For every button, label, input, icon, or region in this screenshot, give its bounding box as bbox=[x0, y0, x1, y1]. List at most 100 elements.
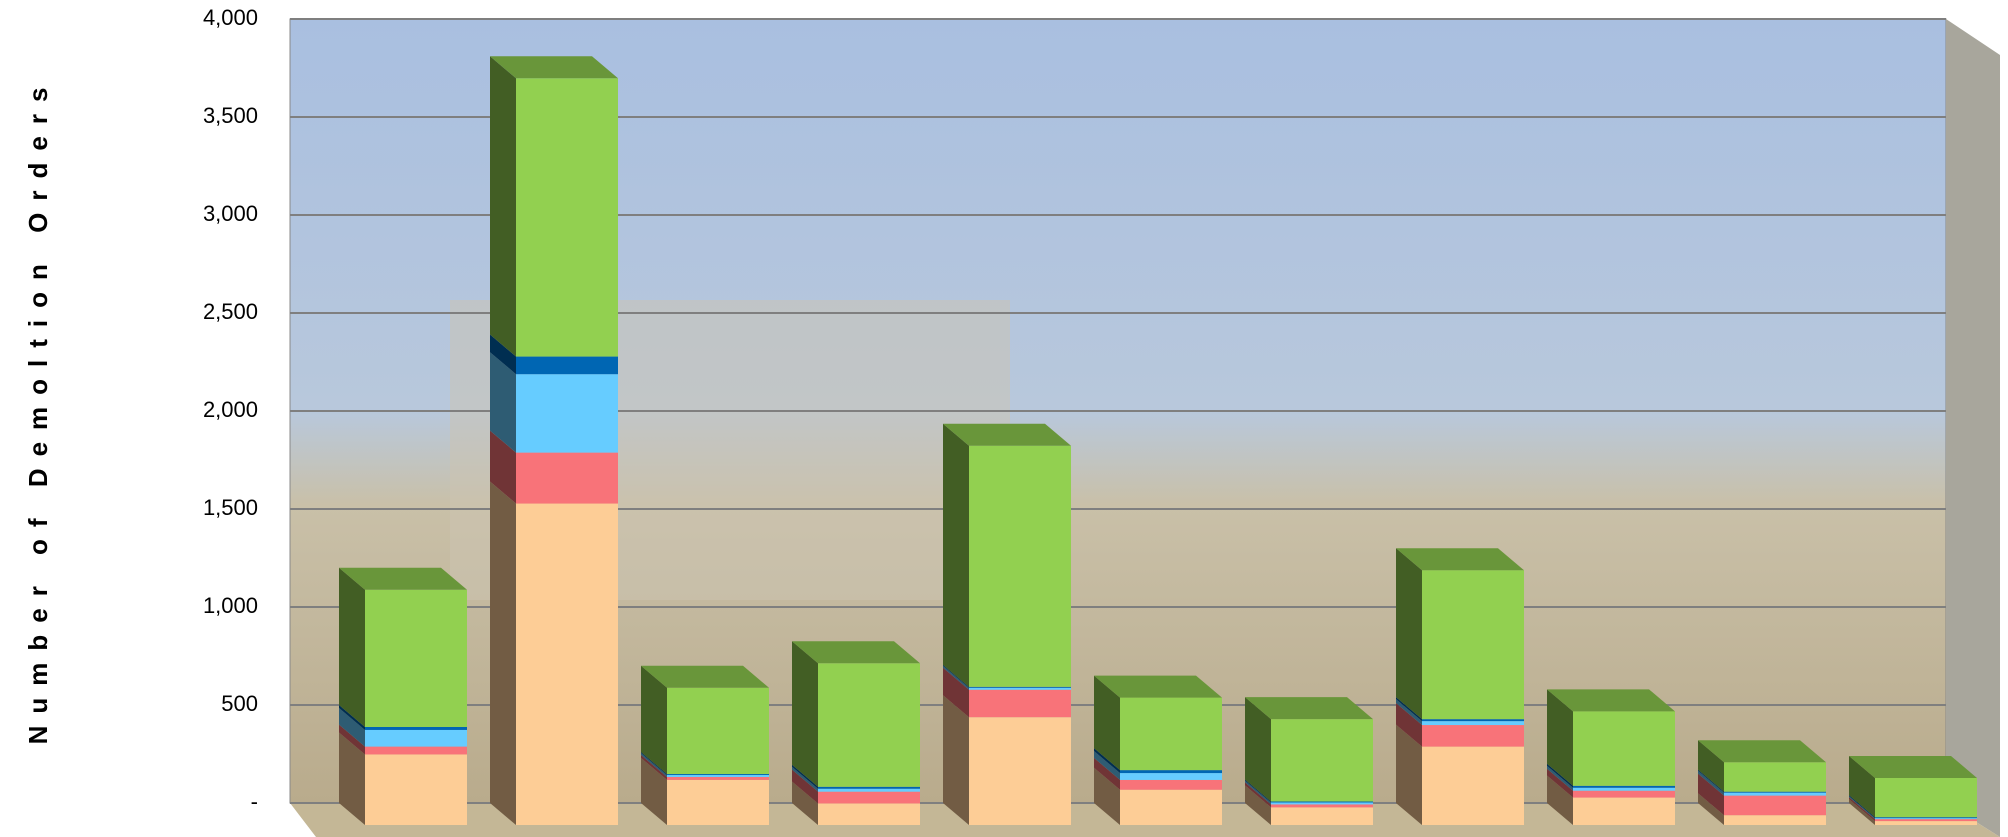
y-tick-label: 3,500 bbox=[203, 103, 258, 128]
bar-side bbox=[792, 641, 818, 787]
bar-side bbox=[641, 753, 667, 777]
bar-side bbox=[1094, 767, 1120, 825]
bar-segment bbox=[1875, 777, 1977, 818]
bar-segment bbox=[1422, 721, 1524, 726]
bar-side bbox=[641, 754, 667, 780]
bar-side bbox=[339, 707, 365, 747]
bar-segment bbox=[1422, 570, 1524, 720]
bar-side bbox=[943, 423, 969, 687]
y-tick-label: - bbox=[251, 789, 258, 814]
bar-segment bbox=[969, 717, 1071, 825]
bar-top bbox=[943, 423, 1071, 446]
bar-segment bbox=[1724, 815, 1826, 825]
bar-side bbox=[1849, 795, 1875, 819]
bar-side bbox=[792, 781, 818, 825]
y-tick-label: 500 bbox=[221, 691, 258, 716]
bar-segment bbox=[516, 356, 618, 375]
bar-segment bbox=[1422, 746, 1524, 825]
bar-side bbox=[1547, 768, 1573, 798]
bar-side bbox=[943, 665, 969, 690]
bar-segment bbox=[1875, 819, 1977, 822]
bar-side bbox=[792, 769, 818, 804]
bar-side bbox=[792, 766, 818, 792]
y-axis-title: Number of Demoltion Orders bbox=[23, 76, 53, 745]
bar-segment bbox=[365, 754, 467, 825]
y-tick-label: 3,000 bbox=[203, 201, 258, 226]
bar-side bbox=[641, 757, 667, 825]
bar-segment bbox=[1271, 802, 1373, 805]
bar-side bbox=[943, 667, 969, 718]
bar-segment bbox=[1573, 711, 1675, 786]
bar-top bbox=[1547, 689, 1675, 712]
bar-segment bbox=[365, 589, 467, 727]
bar-top bbox=[1245, 697, 1373, 720]
bar-side bbox=[1094, 748, 1120, 774]
bar-side bbox=[1094, 675, 1120, 771]
bar-side bbox=[641, 665, 667, 775]
bar-side bbox=[943, 695, 969, 825]
bar-segment bbox=[1120, 697, 1222, 771]
bar-side bbox=[1245, 779, 1271, 803]
bar-segment bbox=[667, 775, 769, 777]
bar-side bbox=[490, 430, 516, 504]
bar-side bbox=[1245, 780, 1271, 805]
bar-segment bbox=[667, 776, 769, 780]
bar-segment bbox=[1875, 818, 1977, 820]
bar-segment bbox=[818, 663, 920, 787]
bar-side bbox=[1396, 703, 1422, 747]
bar-segment bbox=[1271, 719, 1373, 802]
bar-segment bbox=[1875, 817, 1977, 819]
bar-side bbox=[490, 352, 516, 453]
bar-segment bbox=[667, 779, 769, 825]
bar-segment bbox=[818, 788, 920, 792]
side-wall bbox=[1946, 19, 2000, 837]
bar-segment bbox=[969, 686, 1071, 688]
bar-top bbox=[1698, 740, 1826, 763]
bar-side bbox=[1547, 689, 1573, 786]
bar-side bbox=[1396, 548, 1422, 720]
bar-segment bbox=[1573, 787, 1675, 791]
bar-side bbox=[490, 481, 516, 825]
y-tick-label: 1,500 bbox=[203, 495, 258, 520]
bar-side bbox=[1396, 724, 1422, 825]
bar-side bbox=[1396, 699, 1422, 726]
bar-segment bbox=[1875, 821, 1977, 825]
bar-segment bbox=[1724, 792, 1826, 796]
bar-side bbox=[943, 664, 969, 688]
bar-side bbox=[1245, 785, 1271, 825]
bar-segment bbox=[1271, 801, 1373, 803]
bar-segment bbox=[1271, 807, 1373, 825]
bar-segment bbox=[667, 687, 769, 775]
bar-segment bbox=[365, 727, 467, 730]
bar-side bbox=[339, 724, 365, 755]
y-tick-label: 1,000 bbox=[203, 593, 258, 618]
bar-segment bbox=[1422, 725, 1524, 747]
bar-side bbox=[1245, 782, 1271, 808]
bar-side bbox=[1849, 797, 1875, 822]
bar-segment bbox=[516, 374, 618, 453]
bar-top bbox=[339, 567, 467, 590]
bar-side bbox=[1698, 773, 1724, 816]
bar-top bbox=[641, 665, 769, 688]
y-tick-label: 2,500 bbox=[203, 299, 258, 324]
bar-segment bbox=[1724, 791, 1826, 793]
bar-segment bbox=[1573, 790, 1675, 798]
bar-side bbox=[1547, 763, 1573, 788]
bar-segment bbox=[969, 687, 1071, 690]
bar-segment bbox=[969, 689, 1071, 718]
bar-segment bbox=[516, 452, 618, 504]
bar-side bbox=[490, 56, 516, 357]
y-tick-label: 2,000 bbox=[203, 397, 258, 422]
bar-top bbox=[1849, 755, 1977, 778]
bar-segment bbox=[818, 791, 920, 804]
bar-side bbox=[792, 764, 818, 789]
bar-segment bbox=[1573, 785, 1675, 788]
bar-side bbox=[1698, 769, 1724, 793]
bar-side bbox=[1094, 757, 1120, 790]
bar-side bbox=[1547, 765, 1573, 791]
bar-top bbox=[1094, 675, 1222, 698]
y-tick-label: 4,000 bbox=[203, 5, 258, 30]
bar-segment bbox=[818, 803, 920, 825]
